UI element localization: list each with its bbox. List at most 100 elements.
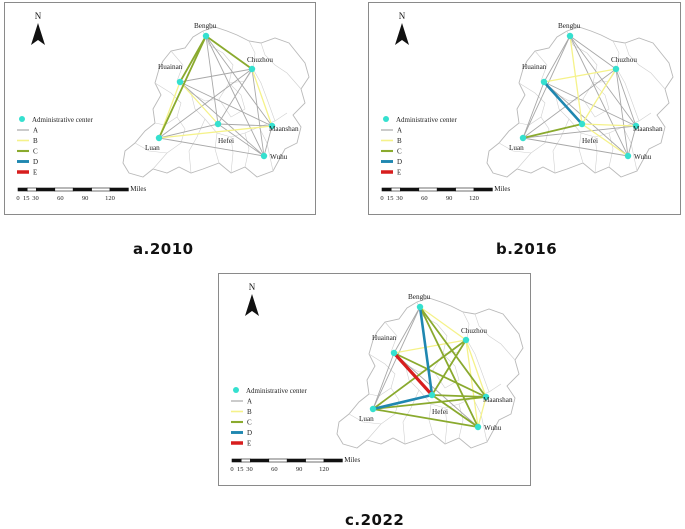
county-border — [594, 136, 598, 174]
link-huainan-luan-class-a — [372, 352, 395, 410]
link-luan-wuhu-class-c — [372, 408, 479, 428]
city-label-maanshan: Maanshan — [483, 396, 513, 404]
center-luan — [369, 405, 377, 413]
link-huainan-hefei-class-d — [542, 80, 584, 126]
link-maanshan-wuhu-class-a — [627, 125, 637, 157]
link-luan-hefei-class-d — [371, 393, 434, 411]
city-label-maanshan: Maanshan — [269, 125, 299, 133]
scale-bar-segment — [305, 458, 325, 463]
city-label-chuzhou: Chuzhou — [611, 56, 637, 64]
map-canvas-2010: N Bengbu Chuzhou Huainan Hefei Maanshan Luan Wu… — [16, 11, 310, 202]
scale-tick-120: 120 — [319, 466, 329, 473]
city-label-hefei: Hefei — [582, 137, 598, 145]
center-bengbu — [566, 32, 574, 40]
city-nodes: Bengbu Chuzhou Huainan Hefei Maanshan Luan Wuh… — [359, 293, 513, 432]
scale-bar: 0 15 30 60 90 120 Miles — [230, 456, 360, 473]
scale-tick-30: 30 — [396, 195, 403, 202]
city-label-wuhu: Wuhu — [484, 424, 502, 432]
scale-tick-60: 60 — [421, 195, 428, 202]
scale-unit: Miles — [344, 456, 360, 464]
center-hefei — [578, 120, 586, 128]
scale-tick-60: 60 — [271, 466, 278, 473]
legend-label-e: E — [33, 169, 37, 177]
map-panel-2016: N Bengbu Chuzhou Huainan Hefei Maanshan Luan Wu… — [368, 2, 681, 215]
scale-bar-segment — [26, 187, 37, 192]
city-label-wuhu: Wuhu — [634, 153, 652, 161]
center-chuzhou — [612, 65, 620, 73]
county-border — [458, 403, 464, 439]
link-huainan-maanshan-class-c — [393, 352, 487, 398]
link-chuzhou-luan-class-c — [372, 339, 467, 410]
city-label-bengbu: Bengbu — [408, 293, 431, 301]
link-bengbu-maanshan-class-c — [419, 306, 487, 398]
legend-label-d: D — [33, 158, 38, 166]
link-chuzhou-maanshan-class-b — [251, 68, 273, 127]
city-label-bengbu: Bengbu — [558, 22, 581, 30]
scale-bar-segment — [109, 187, 129, 192]
caption-2022: c.2022 — [345, 511, 405, 529]
county-border — [218, 82, 246, 118]
scale-bar-segment — [286, 458, 306, 463]
county-border — [368, 353, 396, 397]
north-label: N — [35, 11, 42, 21]
city-nodes: Bengbu Chuzhou Huainan Hefei Maanshan Luan Wuh… — [145, 22, 299, 161]
link-luan-wuhu-class-a — [522, 137, 629, 157]
scale-bar-segment — [17, 187, 28, 192]
center-hefei — [214, 120, 222, 128]
legend-label-a: A — [33, 127, 38, 135]
county-border — [612, 40, 640, 122]
legend-center-marker — [233, 387, 239, 393]
legend-label-c: C — [33, 148, 38, 156]
scale-bar-segment — [91, 187, 111, 192]
county-border — [230, 136, 234, 174]
link-luan-wuhu-class-a — [158, 137, 265, 157]
center-chuzhou — [462, 336, 470, 344]
scale-bar-segment — [72, 187, 92, 192]
center-luan — [519, 134, 527, 142]
legend-label-b: B — [247, 408, 252, 416]
scale-tick-90: 90 — [82, 195, 89, 202]
link-chuzhou-maanshan-class-b — [465, 339, 487, 398]
link-luan-maanshan-class-c — [372, 396, 487, 410]
legend-center-marker — [19, 116, 25, 122]
city-label-huainan: Huainan — [158, 63, 183, 71]
city-label-maanshan: Maanshan — [633, 125, 663, 133]
link-huainan-maanshan-class-a — [179, 81, 273, 127]
scale-unit: Miles — [130, 185, 146, 193]
scale-bar-segment — [323, 458, 343, 463]
center-luan — [155, 134, 163, 142]
legend-label-c: C — [247, 419, 252, 427]
scale-tick-0: 0 — [230, 466, 233, 473]
legend-center-label: Administrative center — [246, 387, 308, 395]
link-bengbu-hefei-class-d — [418, 305, 434, 397]
city-label-bengbu: Bengbu — [194, 22, 217, 30]
county-border — [462, 311, 490, 393]
county-border — [582, 82, 610, 118]
center-huainan — [176, 78, 184, 86]
city-nodes: Bengbu Chuzhou Huainan Hefei Maanshan Luan Wuh… — [509, 22, 663, 161]
scale-bar-segment — [250, 458, 270, 463]
link-luan-maanshan-class-a — [522, 125, 637, 139]
link-bengbu-hefei-class-b — [569, 35, 583, 125]
map-canvas-2016: N Bengbu Chuzhou Huainan Hefei Maanshan Luan Wu… — [380, 11, 674, 202]
county-border — [366, 387, 400, 441]
city-label-luan: Luan — [509, 144, 524, 152]
center-wuhu — [624, 152, 632, 160]
scale-bar: 0 15 30 60 90 120 Miles — [16, 185, 146, 202]
city-label-hefei: Hefei — [218, 137, 234, 145]
link-maanshan-wuhu-class-b — [477, 396, 487, 428]
county-border — [474, 313, 516, 361]
center-chuzhou — [248, 65, 256, 73]
center-hefei — [428, 391, 436, 399]
scale-unit: Miles — [494, 185, 510, 193]
scale-tick-15: 15 — [387, 195, 394, 202]
scale-bar-segment — [455, 187, 475, 192]
center-bengbu — [202, 32, 210, 40]
link-huainan-hefei-class-e — [392, 351, 434, 397]
north-arrow-icon — [395, 23, 409, 45]
center-huainan — [390, 349, 398, 357]
link-chuzhou-luan-class-a — [522, 68, 617, 139]
north-arrow-icon — [245, 294, 259, 316]
legend-label-e: E — [397, 169, 401, 177]
